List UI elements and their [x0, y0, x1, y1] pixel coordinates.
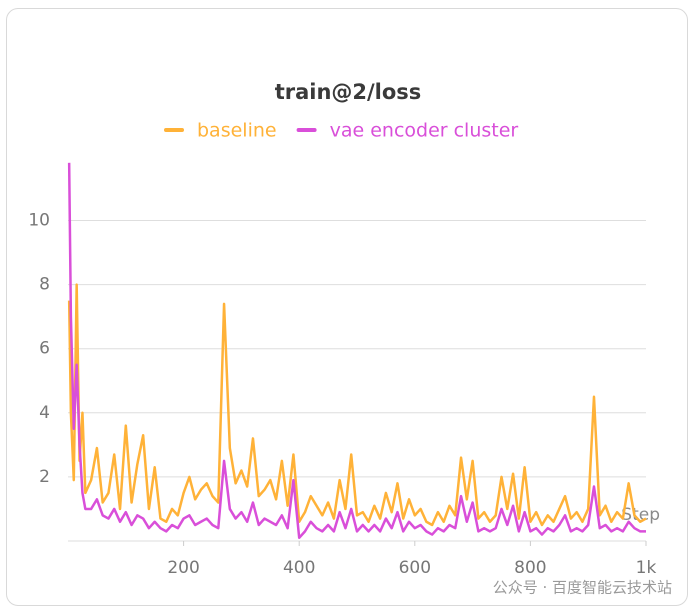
- chart-title: train@2/loss: [275, 80, 422, 104]
- x-axis-label: Step: [621, 505, 660, 525]
- y-tick-label: 8: [39, 275, 50, 295]
- panel-card: [6, 8, 688, 606]
- y-tick-label: 10: [28, 211, 50, 231]
- watermark: 公众号 · 百度智能云技术站: [493, 579, 672, 597]
- series-line: [67, 283, 647, 527]
- legend-label: baseline: [197, 120, 277, 142]
- x-tick-label: 600: [399, 558, 431, 578]
- x-tick-label: 800: [514, 558, 546, 578]
- series-line: [67, 162, 646, 540]
- x-tick-label: 200: [167, 558, 199, 578]
- y-tick-label: 6: [39, 339, 50, 359]
- x-tick-label: 1k: [636, 558, 657, 578]
- legend-label: vae encoder cluster: [330, 120, 519, 142]
- y-tick-label: 4: [39, 403, 50, 423]
- y-tick-label: 2: [39, 467, 50, 487]
- x-tick-label: 400: [283, 558, 315, 578]
